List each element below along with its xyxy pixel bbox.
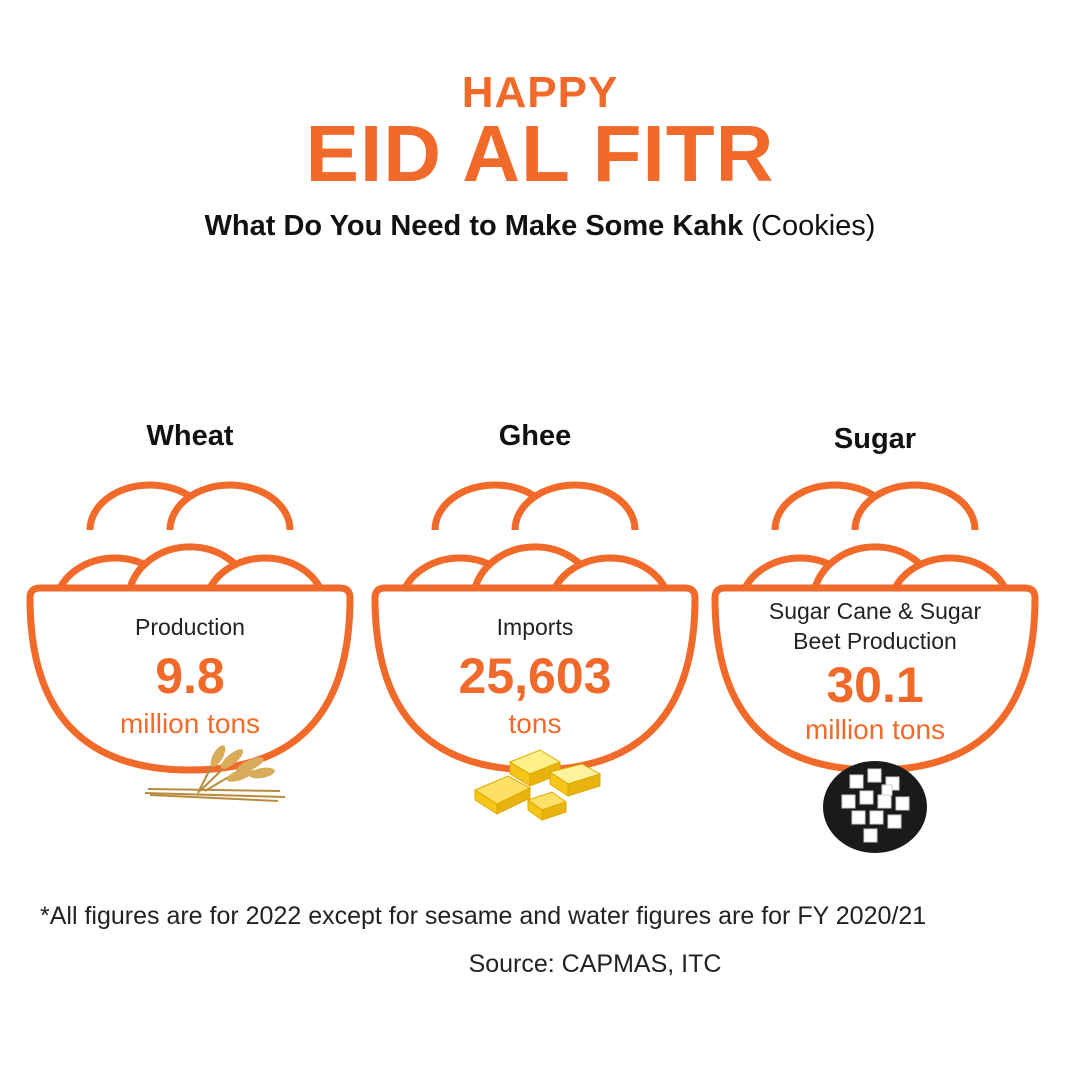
wheat-label: Wheat [146,420,234,452]
wheat-metric: Production [135,614,245,640]
subtitle: What Do You Need to Make Some Kahk (Cook… [0,210,1080,243]
sugar-card: Sugar Sugar Cane & Sugar Beet Production… [705,0,1045,880]
eid-title: EID AL FITR [305,109,775,198]
ghee-value: 25,603 [458,648,612,704]
wheat-sheaf-icon [144,745,286,802]
wheat-value: 9.8 [155,648,225,704]
ghee-metric: Imports [496,614,574,640]
wheat-unit: million tons [119,708,261,739]
butter-cubes-icon [473,749,602,821]
subtitle-bold: What Do You Need to Make Some Kahk [204,210,744,242]
sugar-metric-line1: Sugar Cane & Sugar [768,598,982,624]
happy-heading: HAPPY [461,68,619,117]
sugar-unit: million tons [804,714,946,745]
sugar-bowl-icon [823,761,927,853]
ghee-label: Ghee [498,420,572,452]
ghee-card: Ghee Imports 25,603 tons [365,0,705,880]
source-line: Source: CAPMAS, ITC [468,950,722,978]
ghee-unit: tons [508,708,562,739]
footnote: *All figures are for 2022 except for ses… [40,902,927,930]
subtitle-rest: (Cookies) [743,210,876,242]
sugar-metric-line2: Beet Production [793,628,957,654]
sugar-value: 30.1 [826,657,924,713]
wheat-card: Wheat Production 9.8 million tons [20,0,360,880]
sugar-label: Sugar [833,423,917,455]
